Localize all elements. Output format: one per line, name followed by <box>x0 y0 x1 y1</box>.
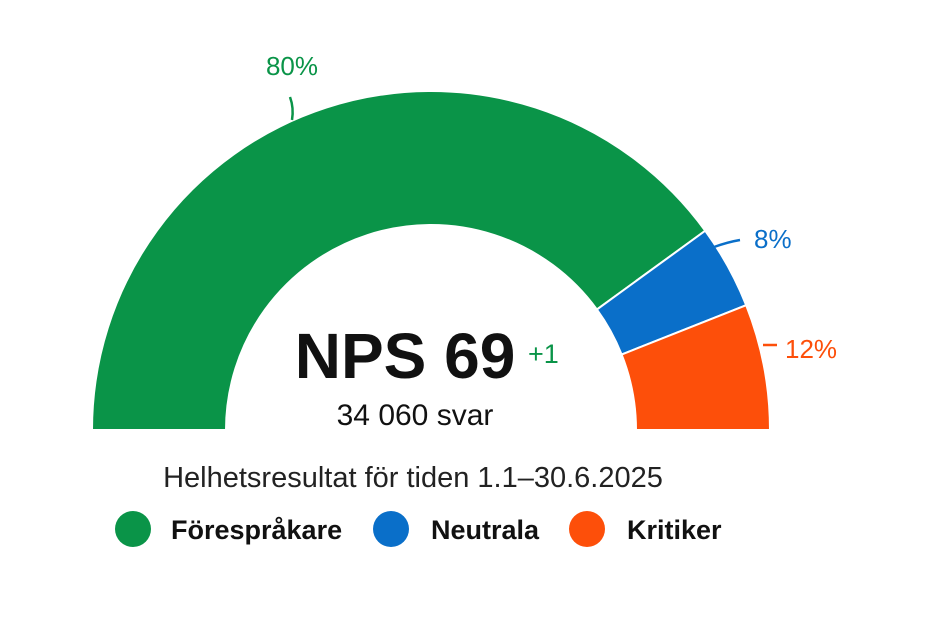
legend-dot-promoters <box>115 511 151 547</box>
leader-line-neutrals <box>713 238 741 249</box>
legend: Förespråkare Neutrala Kritiker <box>115 511 722 547</box>
segment-label-promoters: 80% <box>266 51 318 81</box>
label-leader-lines <box>288 96 777 347</box>
leader-line-promoters <box>288 96 294 121</box>
response-count: 34 060 svar <box>337 399 494 432</box>
legend-dot-detractors <box>569 511 605 547</box>
nps-score: NPS 69 <box>295 320 516 392</box>
segment-label-neutrals: 8% <box>754 224 792 254</box>
nps-delta: +1 <box>528 339 559 369</box>
gauge-segment-promoters <box>90 90 707 431</box>
legend-label-detractors: Kritiker <box>627 515 722 545</box>
gauge-segment-detractors <box>620 303 772 431</box>
legend-dot-neutrals <box>373 511 409 547</box>
segment-label-detractors: 12% <box>785 334 837 364</box>
chart-caption: Helhetsresultat för tiden 1.1–30.6.2025 <box>163 462 663 494</box>
gauge-segments <box>90 90 772 431</box>
legend-label-neutrals: Neutrala <box>431 515 540 545</box>
legend-label-promoters: Förespråkare <box>171 515 342 545</box>
